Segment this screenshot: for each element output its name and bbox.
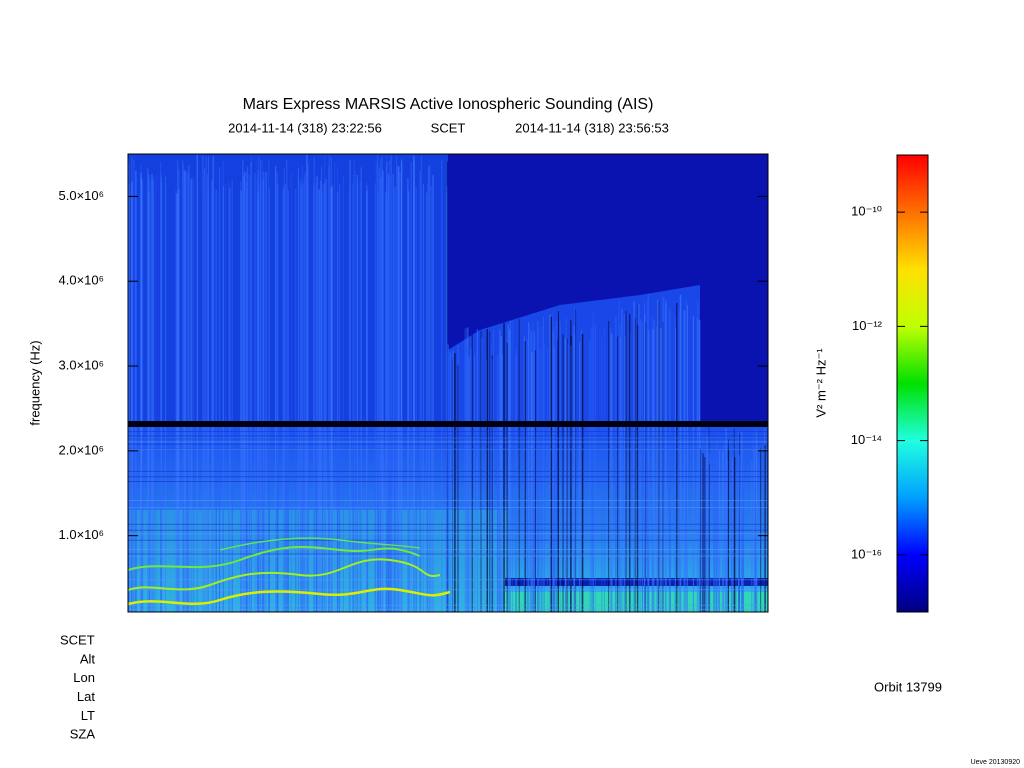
ephemeris-row-label: LT <box>81 708 95 723</box>
y-tick-label: 1.0×10⁶ <box>59 527 104 542</box>
colorbar-tick-label: 10⁻¹⁶ <box>851 546 882 561</box>
end-time: 2014-11-14 (318) 23:56:53 <box>515 120 669 135</box>
ephemeris-time-label: SCET <box>60 632 95 647</box>
ephemeris-row-label: Lat <box>77 689 95 704</box>
colorbar <box>896 154 929 613</box>
start-time: 2014-11-14 (318) 23:22:56 <box>228 120 382 135</box>
colorbar-tick-label: 10⁻¹⁰ <box>851 204 882 219</box>
ephemeris-row-label: Lon <box>73 670 95 685</box>
colorbar-tick-label: 10⁻¹² <box>852 318 883 333</box>
y-axis-label: frequency (Hz) <box>27 340 42 425</box>
ephemeris-row-label: SZA <box>70 727 96 742</box>
footer: Ueve 20130920 <box>971 759 1021 766</box>
spectrogram-image <box>128 154 768 612</box>
ephemeris-row-label: Alt <box>80 651 96 666</box>
plot-frame <box>127 153 769 613</box>
colorbar-tick-label: 10⁻¹⁴ <box>851 432 882 447</box>
time-frame: SCET <box>431 120 466 135</box>
colorbar-label: V² m⁻² Hz⁻¹ <box>813 348 828 418</box>
y-tick-label: 5.0×10⁶ <box>59 188 104 203</box>
chart-title: Mars Express MARSIS Active Ionospheric S… <box>243 96 654 113</box>
orbit-label: Orbit 13799 <box>874 679 942 694</box>
y-tick-label: 2.0×10⁶ <box>59 442 104 457</box>
y-tick-label: 4.0×10⁶ <box>59 273 104 288</box>
y-tick-label: 3.0×10⁶ <box>59 357 104 372</box>
